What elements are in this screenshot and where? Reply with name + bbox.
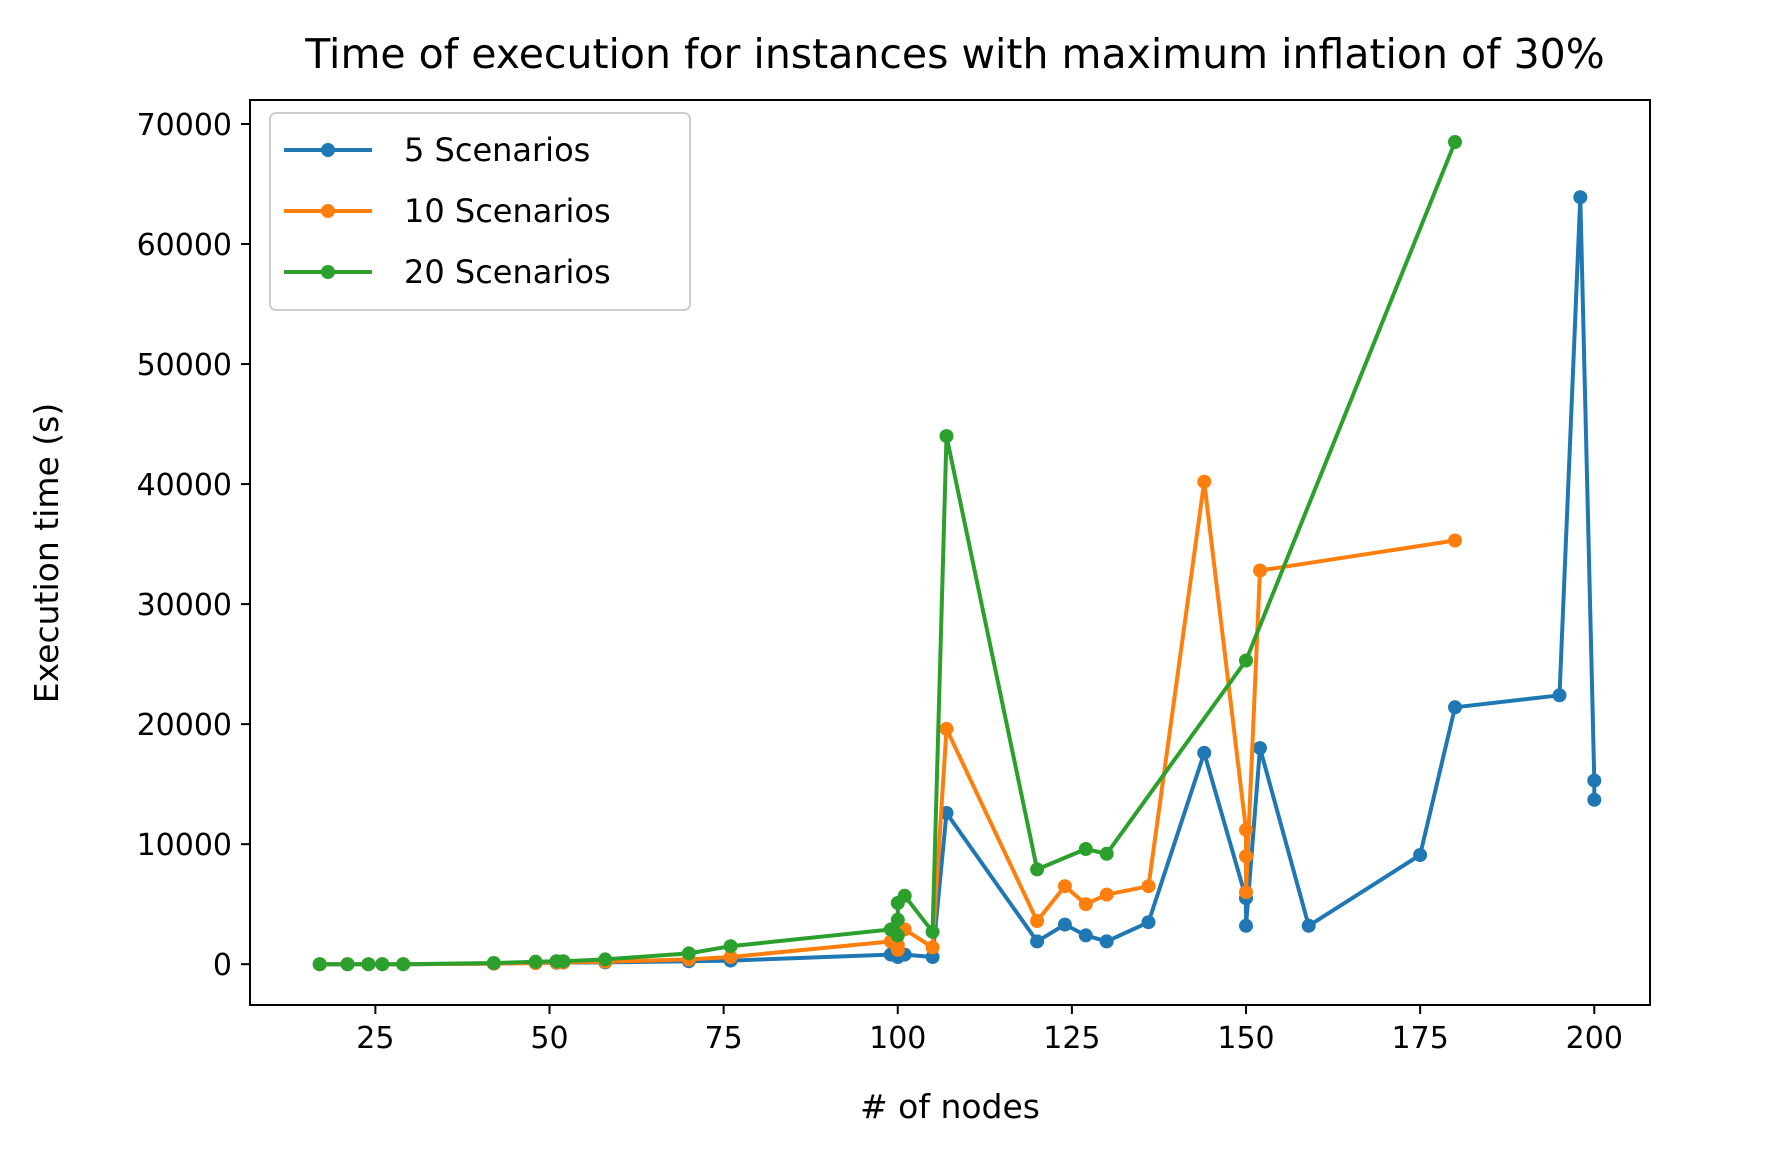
series-3 [312,135,1462,972]
data-point [890,942,905,957]
y-tick-label: 0 [213,948,232,983]
x-tick-label: 100 [869,1021,926,1056]
data-point [925,950,940,964]
x-tick-label: 75 [705,1021,743,1056]
data-point [925,940,940,955]
data-point [1141,915,1156,930]
data-point [723,950,738,964]
legend-box [269,112,691,311]
data-point [1099,846,1114,861]
x-tick-label: 150 [1217,1021,1274,1056]
legend-item: 20 Scenarios [284,253,611,291]
y-tick-label: 10000 [137,828,232,863]
y-tick-label: 70000 [137,108,232,143]
data-point [1239,918,1253,933]
data-point [1197,745,1212,760]
data-point [890,928,905,943]
data-point [1573,190,1588,205]
data-point [1099,934,1114,949]
data-point [598,952,613,967]
data-point [939,721,954,736]
data-point [897,888,912,903]
data-point [1239,849,1253,864]
legend-marker [321,204,335,218]
data-point [396,957,411,972]
data-point [1078,842,1093,856]
y-tick-label: 50000 [137,348,232,383]
y-tick-label: 30000 [137,588,232,623]
data-point [1413,848,1428,862]
y-tick-label: 60000 [137,228,232,263]
data-point [1448,533,1462,548]
legend-item: 10 Scenarios [284,192,611,230]
legend-label: 5 Scenarios [404,131,590,169]
data-point [1057,879,1072,894]
data-point [1239,885,1253,900]
legend: 5 Scenarios 10 Scenarios 20 Scenarios [269,112,691,311]
data-point [1197,474,1212,489]
data-point [375,957,390,972]
legend-label: 20 Scenarios [404,253,611,291]
data-point [1301,918,1316,933]
data-point [361,957,376,972]
data-point [556,954,571,969]
data-point [1253,741,1267,756]
data-point [1030,914,1045,928]
data-point [1253,563,1267,578]
data-point [1141,879,1156,894]
legend-item: 5 Scenarios [284,131,590,169]
data-point [528,954,543,969]
data-point [1448,700,1462,715]
data-point [1239,822,1253,837]
data-point [1587,792,1602,807]
legend-marker [321,265,335,279]
data-point [340,957,355,972]
data-point [1448,135,1462,149]
data-point [925,924,940,939]
data-point [890,912,905,927]
x-tick-label: 200 [1566,1021,1623,1056]
data-point [1099,887,1114,902]
data-point [1587,773,1602,788]
series-layer [312,135,1602,972]
y-tick-label: 40000 [137,468,232,503]
legend-label: 10 Scenarios [404,192,611,230]
x-tick-label: 175 [1392,1021,1449,1056]
data-point [723,939,738,954]
x-tick-label: 125 [1043,1021,1100,1056]
y-tick-label: 20000 [137,708,232,743]
x-tick-label: 25 [356,1021,394,1056]
x-axis-label: # of nodes [860,1087,1040,1126]
legend-marker [321,143,335,157]
y-axis-label: Execution time (s) [27,403,66,703]
data-point [1552,688,1567,703]
data-point [1078,928,1093,943]
data-point [312,957,327,972]
data-point [1239,653,1253,668]
data-point [1057,917,1072,932]
data-point [939,429,954,444]
y-axis: 0 10000 20000 30000 40000 50000 60000 70000 [137,108,250,983]
x-axis: 25 50 75 100 125 150 175 200 [356,1005,1623,1056]
chart-title: Time of execution for instances with max… [304,30,1604,78]
x-tick-label: 50 [530,1021,568,1056]
data-point [1078,897,1093,912]
data-point [1030,862,1045,877]
data-point [1030,934,1045,949]
data-point [681,946,696,961]
data-point [486,956,501,970]
